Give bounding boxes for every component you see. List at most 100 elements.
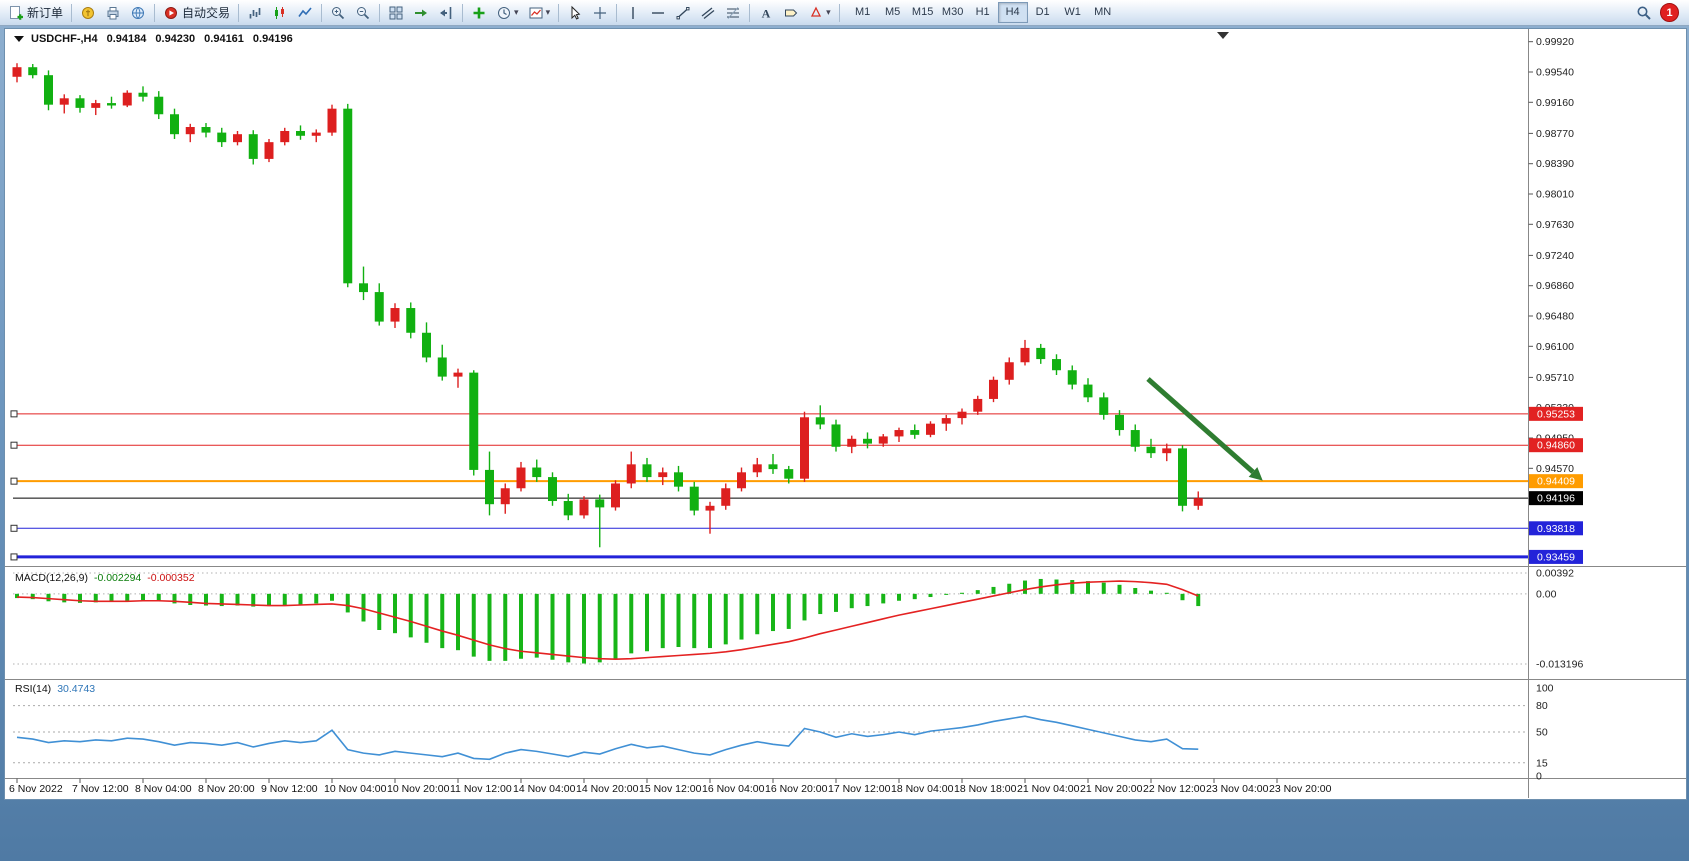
candlestick-button[interactable] xyxy=(268,2,292,24)
deposit-button[interactable] xyxy=(76,2,100,24)
line-handle[interactable] xyxy=(10,553,18,561)
candle-body xyxy=(374,292,384,322)
fibonacci-button[interactable] xyxy=(721,2,745,24)
timeframe-MN[interactable]: MN xyxy=(1094,6,1112,18)
one-click-trading-icon[interactable] xyxy=(14,36,24,42)
timeframe-M5[interactable]: M5 xyxy=(884,6,901,18)
candle-body xyxy=(1130,430,1140,447)
notification-badge[interactable]: 1 xyxy=(1660,3,1679,22)
candle-body xyxy=(138,92,148,97)
fibonacci-icon xyxy=(727,6,740,19)
new-chart-button[interactable] xyxy=(467,2,491,24)
new-order-button[interactable]: 新订单 xyxy=(4,2,67,24)
candle-body xyxy=(626,464,636,484)
time-axis-label: 22 Nov 12:00 xyxy=(1143,783,1206,795)
candle-body xyxy=(170,114,179,135)
candle-body xyxy=(201,127,211,133)
candle-body xyxy=(469,372,479,470)
candle-body xyxy=(847,438,857,447)
timeframe-M30[interactable]: M30 xyxy=(941,6,964,18)
price-axis-label: 0.96860 xyxy=(1536,280,1574,292)
timeframe-W1[interactable]: W1 xyxy=(1064,6,1081,18)
axis-price-tag xyxy=(1529,406,1583,421)
trend-arrow-annotation[interactable] xyxy=(1146,377,1263,481)
price-axis-label: 0.98010 xyxy=(1536,188,1574,200)
new-order-label: 新订单 xyxy=(27,6,64,20)
templates-button[interactable]: ▾ xyxy=(524,2,555,24)
axis-price-tag-label: 0.94409 xyxy=(1537,476,1575,488)
cursor-button[interactable] xyxy=(563,2,587,24)
bar-chart-icon xyxy=(249,7,261,18)
price-axis-label: 0.99920 xyxy=(1536,36,1574,48)
print-icon xyxy=(107,6,119,19)
print-button[interactable] xyxy=(101,2,125,24)
zoom-in-button[interactable] xyxy=(326,2,350,24)
line-handle[interactable] xyxy=(10,477,18,485)
time-axis-label: 15 Nov 12:00 xyxy=(639,783,702,795)
deposit-icon xyxy=(82,6,95,19)
candle-body xyxy=(910,430,920,435)
price-axis-label: 0.95710 xyxy=(1536,372,1574,384)
candle-body xyxy=(658,472,668,478)
autotrading-button[interactable]: 自动交易 xyxy=(159,2,234,24)
trendline-button[interactable] xyxy=(671,2,695,24)
candle-body xyxy=(485,469,494,505)
horizontal-line-icon xyxy=(652,11,665,14)
chart-canvas[interactable]: 6 Nov 2022 7 Nov 12:00 8 Nov 04:00 8 Nov 20… xyxy=(5,29,1686,799)
bar-chart-button[interactable] xyxy=(243,2,267,24)
line-handle[interactable] xyxy=(10,441,18,449)
shapes-button[interactable]: ▾ xyxy=(804,2,835,24)
periods-button[interactable]: ▾ xyxy=(492,2,523,24)
tile-windows-icon xyxy=(389,6,403,19)
line-chart-button[interactable] xyxy=(293,2,317,24)
tile-windows-button[interactable] xyxy=(384,2,408,24)
timeframe-toolbar: M1 M5 M15 M30 H1 H4 D1 W1 MN xyxy=(848,2,1118,23)
timeframe-M1[interactable]: M1 xyxy=(854,6,871,18)
hline-layer[interactable]: 0.95253 0.94860 0.94409 0.94196 0.93818 0.934… xyxy=(10,406,1583,564)
candle-body xyxy=(563,501,573,516)
chart-shift-icon xyxy=(440,6,452,19)
axis-price-tag xyxy=(1529,438,1583,453)
horizontal-line-button[interactable] xyxy=(646,2,670,24)
candle-body xyxy=(926,423,935,435)
candle-body xyxy=(674,472,683,487)
text-button[interactable]: A xyxy=(754,2,778,24)
candle-body xyxy=(311,132,321,136)
zoom-out-button[interactable] xyxy=(351,2,375,24)
price-axis-label: 0.96100 xyxy=(1536,341,1574,353)
candle-body xyxy=(721,488,731,506)
candle-body xyxy=(863,438,872,444)
time-axis-label: 16 Nov 20:00 xyxy=(765,783,828,795)
candle-body xyxy=(705,505,715,511)
line-handle[interactable] xyxy=(10,524,18,532)
timeframe-D1[interactable]: D1 xyxy=(1035,6,1050,18)
timeframe-M15[interactable]: M15 xyxy=(911,6,934,18)
chart-shift-button[interactable] xyxy=(434,2,458,24)
time-axis-label: 14 Nov 04:00 xyxy=(513,783,576,795)
candle-body xyxy=(800,417,809,479)
axis-price-tag-label: 0.95253 xyxy=(1537,408,1575,420)
channel-button[interactable] xyxy=(696,2,720,24)
crosshair-button[interactable] xyxy=(588,2,612,24)
price-axis-label: 0.97240 xyxy=(1536,250,1574,262)
timeframe-H1[interactable]: H1 xyxy=(975,6,990,18)
search-icon[interactable] xyxy=(1636,5,1652,21)
candle-body xyxy=(752,464,762,473)
label-button[interactable] xyxy=(779,2,803,24)
timeframe-H4[interactable]: H4 xyxy=(997,2,1028,23)
new-chart-icon xyxy=(473,7,485,18)
candle-body xyxy=(28,67,38,76)
candle-body xyxy=(59,98,69,105)
chart-shift-marker-icon[interactable] xyxy=(1217,32,1229,39)
vertical-line-button[interactable] xyxy=(621,2,645,24)
candle-body xyxy=(406,308,416,333)
candle-body xyxy=(233,134,242,143)
candle-body xyxy=(516,467,526,489)
price-axis-label: 0.97630 xyxy=(1536,219,1574,231)
auto-scroll-button[interactable] xyxy=(409,2,433,24)
autotrading-label: 自动交易 xyxy=(182,6,231,20)
rsi-label: RSI(14) 30.4743 xyxy=(15,683,95,695)
toolbar-separator xyxy=(558,3,560,22)
line-handle[interactable] xyxy=(10,410,18,418)
community-button[interactable] xyxy=(126,2,150,24)
